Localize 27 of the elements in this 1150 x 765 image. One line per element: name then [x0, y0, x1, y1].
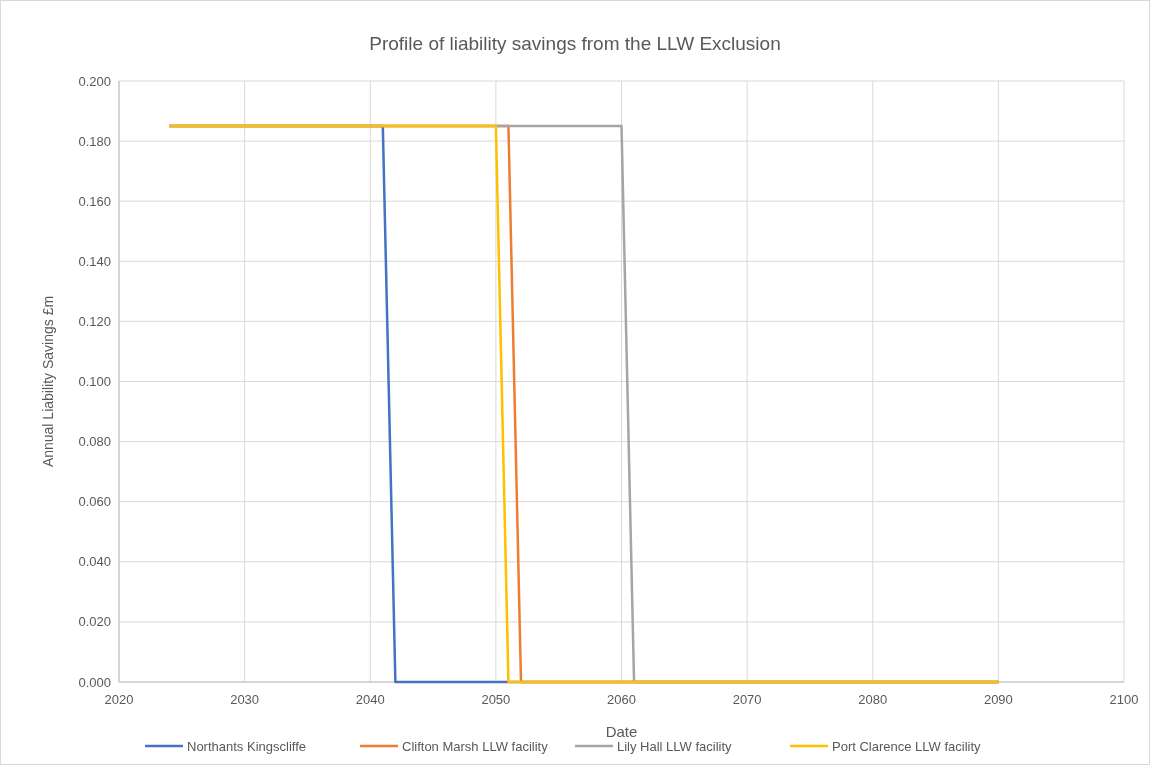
y-tick-label: 0.040 [78, 554, 111, 570]
x-tick-label: 2060 [607, 692, 636, 707]
x-tick-label: 2070 [732, 692, 762, 707]
legend-label: Port Clarence LLW facility [832, 738, 982, 754]
y-tick-label: 0.120 [78, 313, 111, 329]
y-tick-label: 0.180 [78, 133, 111, 149]
x-tick-label: 2090 [983, 692, 1013, 707]
x-tick-label: 2030 [230, 692, 260, 707]
legend-label: Northants Kingscliffe [187, 738, 306, 754]
legend-label: Lily Hall LLW facility [617, 738, 733, 754]
x-tick-label: 2020 [104, 692, 134, 707]
x-axis-title: Date [605, 723, 638, 740]
y-tick-label: 0.160 [78, 193, 111, 209]
y-tick-label: 0.060 [78, 494, 111, 510]
legend-label: Clifton Marsh LLW facility [402, 738, 549, 754]
y-tick-label: 0.020 [78, 614, 111, 630]
y-tick-label: 0.140 [78, 253, 111, 269]
y-tick-label: 0.200 [78, 73, 111, 89]
x-tick-label: 2040 [355, 692, 385, 707]
y-tick-label: 0.100 [78, 374, 111, 390]
x-tick-label: 2080 [858, 692, 888, 707]
x-tick-label: 2100 [1109, 692, 1139, 707]
y-tick-label: 0.000 [78, 674, 111, 690]
chart-title: Profile of liability savings from the LLW Exclusion [369, 33, 781, 54]
y-axis-title: Annual Liability Savings £m [40, 295, 56, 468]
x-tick-label: 2050 [481, 692, 511, 707]
y-tick-label: 0.080 [78, 434, 111, 450]
